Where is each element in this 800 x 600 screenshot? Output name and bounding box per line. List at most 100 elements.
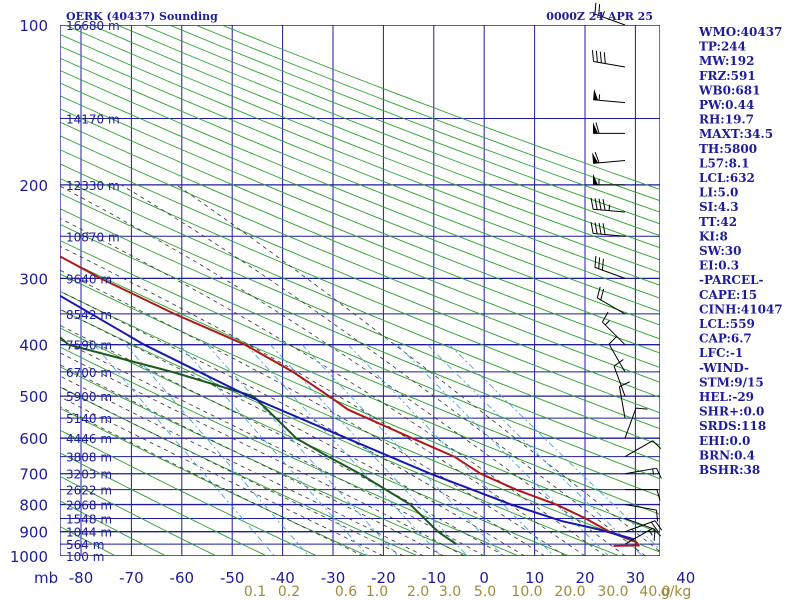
- index-line: EHI:0.0: [699, 434, 750, 448]
- moist-adiabat-line: [60, 308, 525, 556]
- height-label: 7590 m: [66, 339, 112, 353]
- dry-adiabat-line: [60, 69, 660, 313]
- mixing-ratio-line: [269, 344, 468, 556]
- wind-barb-flag: [654, 520, 663, 531]
- wind-barb-flag: [598, 4, 601, 16]
- dry-adiabat-line: [60, 290, 660, 553]
- index-line: CINH:41047: [699, 302, 783, 316]
- index-line: TH:5800: [699, 142, 757, 156]
- wind-barb-flag: [594, 222, 598, 234]
- dry-adiabat-line: [60, 95, 660, 340]
- temperature-tick-label: -80: [69, 569, 94, 587]
- moist-adiabat-line: [60, 245, 586, 556]
- wind-barb-staff: [594, 266, 626, 279]
- wind-barb-staff: [594, 13, 626, 26]
- wind-barb-flag: [635, 407, 648, 410]
- index-line: SRDS:118: [699, 419, 766, 433]
- wind-barb: [591, 50, 626, 68]
- index-line: HEL:-29: [699, 390, 754, 404]
- dry-adiabat-line: [60, 308, 620, 556]
- wind-barb-flag: [613, 359, 624, 367]
- dry-adiabat-line: [60, 33, 660, 273]
- pressure-tick-label: 200: [19, 177, 48, 195]
- height-labels: 16680 m 14170 m 12330 m 10870 m 9640 m 8542 m…: [66, 19, 120, 564]
- wind-barb-half-flag: [601, 10, 605, 17]
- wind-barb: [594, 256, 626, 279]
- dry-adiabat-line: [60, 121, 660, 369]
- wind-barb-half-flag: [648, 529, 653, 536]
- wind-barb-pennant: [593, 122, 598, 134]
- dry-adiabats: [60, 25, 660, 556]
- mixing-ratio-label: 40.0: [639, 584, 670, 600]
- wind-barb-half-flag: [608, 204, 611, 211]
- temperature-tick-label: 30: [626, 569, 645, 587]
- dry-adiabat-line: [64, 25, 660, 261]
- wind-barb-flag: [598, 198, 602, 211]
- index-line: STM:9/15: [699, 375, 764, 389]
- wind-barb-flag: [590, 197, 594, 210]
- pressure-tick-label: 300: [19, 270, 48, 288]
- parcel-trace: [60, 294, 635, 541]
- wind-barb-flag: [602, 198, 606, 211]
- temperature-tick-label: -40: [270, 569, 295, 587]
- index-line: LCL:632: [699, 171, 755, 185]
- mixing-ratio-line: [347, 344, 555, 556]
- wind-barb-flag: [594, 2, 597, 15]
- temperature-tick-label: -70: [119, 569, 144, 587]
- wind-barb: [608, 335, 626, 373]
- index-line: BRN:0.4: [699, 448, 755, 462]
- pressure-tick-label: 1000: [10, 548, 48, 566]
- temperature-tick-label: -60: [170, 569, 195, 587]
- height-label: 8542 m: [66, 308, 112, 322]
- mixing-ratio-label: 20.0: [554, 584, 585, 600]
- dry-adiabat-line: [60, 327, 570, 556]
- pressure-tick-label: 400: [19, 337, 48, 355]
- wind-barb-staff: [593, 160, 626, 164]
- stability-indices: WMO:40437TP:244MW:192FRZ:591WB0:681PW:0.…: [698, 25, 783, 477]
- wind-barb: [613, 359, 626, 397]
- wind-barb-pennant: [592, 152, 599, 164]
- wind-barb-staff: [624, 504, 657, 511]
- wind-barb: [624, 467, 662, 479]
- height-label: 5900 m: [66, 390, 112, 404]
- wind-barb-flag: [608, 335, 618, 345]
- dry-adiabat-line: [60, 82, 660, 326]
- mixing-ratio-line: [93, 344, 276, 556]
- wind-barb: [601, 311, 626, 346]
- temperature-tick-label: 40: [676, 569, 695, 587]
- mixing-ratio-label: 3.0: [439, 584, 461, 600]
- index-line: L57:8.1: [699, 156, 749, 170]
- wind-barb-flag: [601, 311, 609, 323]
- moist-adiabat-line: [60, 185, 626, 556]
- wind-barbs: [590, 2, 663, 545]
- height-label: 1044 m: [66, 526, 112, 540]
- dry-adiabat-line: [60, 429, 318, 556]
- height-label: 9640 m: [66, 272, 112, 286]
- wind-barb-pennant: [593, 173, 598, 185]
- pressure-labels: 100 200 300 400 500 600 700 800 900 1000: [10, 17, 48, 566]
- index-line: PW:0.44: [699, 98, 754, 112]
- moist-adiabat-line: [60, 364, 445, 556]
- wind-barb: [594, 2, 626, 26]
- dry-adiabat-line: [60, 135, 660, 383]
- wind-barb-flag: [590, 222, 594, 234]
- temperature-tick-label: -30: [321, 569, 346, 587]
- wind-barb-flag: [595, 50, 598, 63]
- index-line: KI:8: [699, 229, 728, 243]
- wind-barb: [624, 518, 656, 541]
- height-label: 10870 m: [66, 230, 120, 244]
- wind-barb-flag: [619, 381, 630, 388]
- height-label: 3203 m: [66, 468, 112, 482]
- mixing-ratio-line: [125, 344, 310, 556]
- mixing-ratio-label: 30.0: [597, 584, 628, 600]
- pressure-tick-label: 500: [19, 388, 48, 406]
- temperature-tick-label: -10: [422, 569, 447, 587]
- wind-barb-staff: [593, 233, 626, 237]
- pressure-tick-label: 100: [19, 17, 48, 35]
- dry-adiabat-line: [60, 108, 660, 354]
- dry-adiabat-line: [60, 163, 660, 414]
- wind-barb: [593, 88, 626, 104]
- mixing-ratio-label: 5.0: [474, 584, 496, 600]
- dry-adiabat-line: [117, 25, 660, 237]
- wind-barb: [624, 527, 662, 545]
